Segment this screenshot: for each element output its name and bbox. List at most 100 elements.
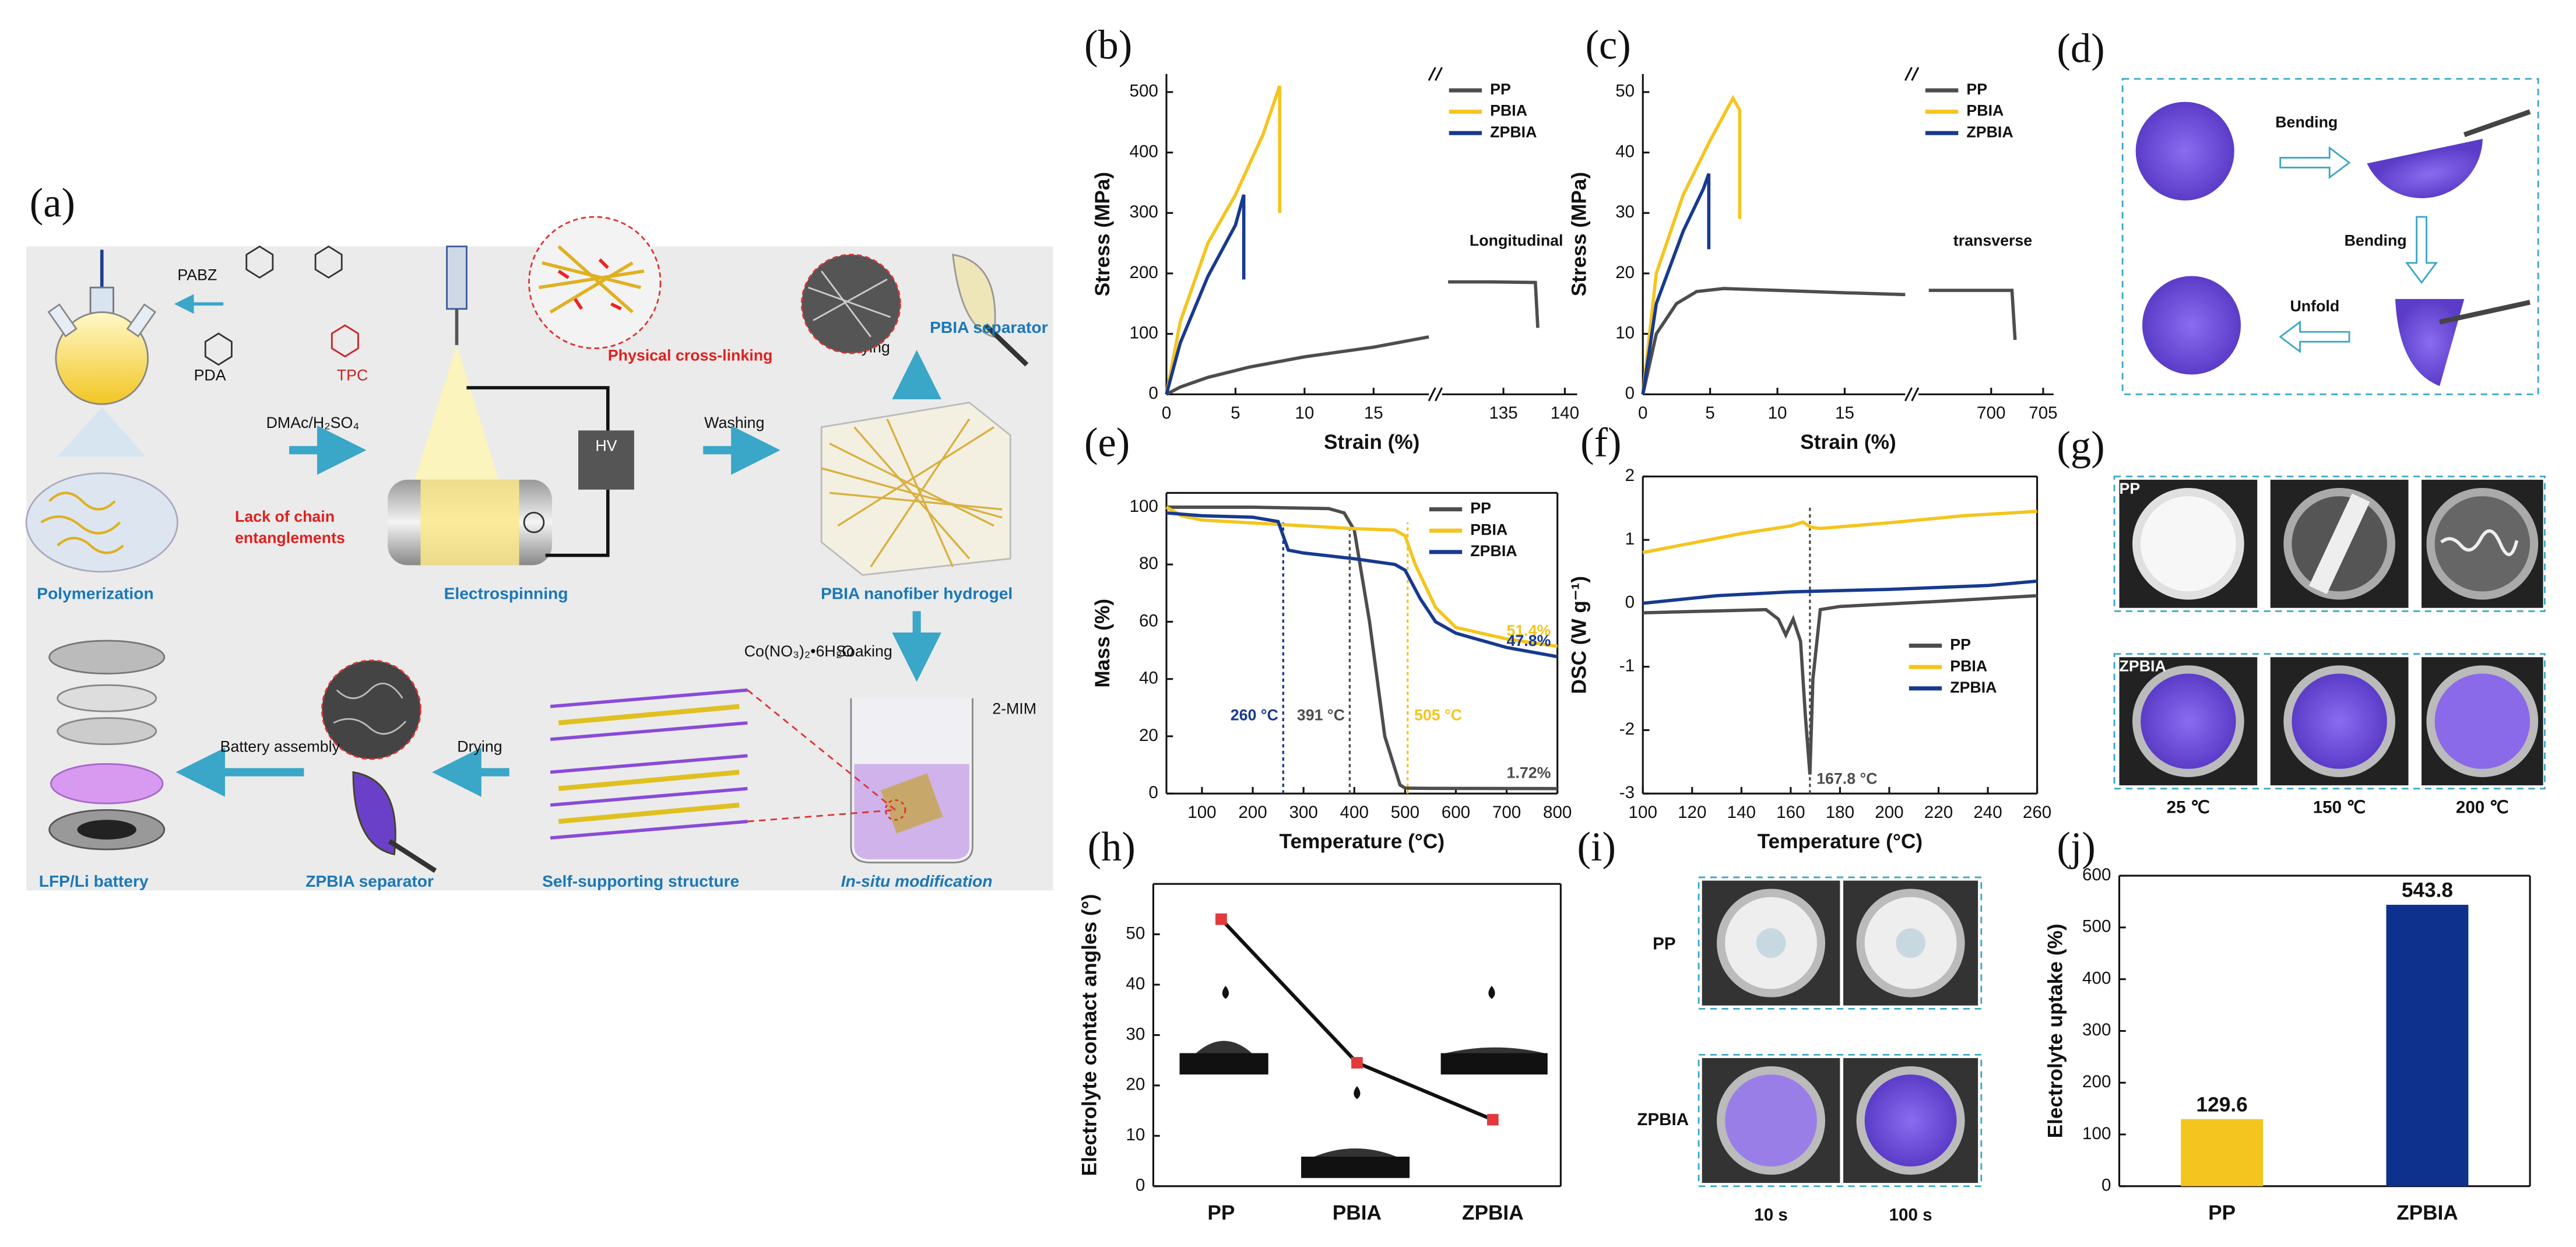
label: Physical cross-linking xyxy=(608,347,773,364)
schematic-shape xyxy=(446,245,468,310)
schematic-shape xyxy=(538,245,645,314)
label: entanglements xyxy=(235,529,345,546)
schematic-shape xyxy=(352,771,396,856)
label: Electrospinning xyxy=(444,584,568,603)
label: ZPBIA xyxy=(1637,1110,1689,1129)
schematic-shape xyxy=(410,345,503,493)
y-tick-label: 200 xyxy=(1130,263,1158,282)
y-tick-label: 60 xyxy=(1139,611,1158,630)
series-line xyxy=(1641,287,2017,395)
marker xyxy=(1486,1113,1499,1126)
label: PBIA nanofiber hydrogel xyxy=(821,584,1013,603)
schematic-shape xyxy=(314,245,343,279)
end-label: 1.72% xyxy=(1507,764,1551,781)
label: 25 ℃ xyxy=(2167,798,2210,817)
reference-label: 260 °C xyxy=(1231,707,1278,724)
schematic-shape-shape xyxy=(550,820,748,840)
panel-label: (b) xyxy=(1084,23,1132,68)
schematic-shape xyxy=(77,820,136,840)
x-tick-label: 5 xyxy=(1705,403,1714,423)
schematic: (a) PABZ PDA TPC DMAc/H₂SO₄ Lack of chai… xyxy=(25,180,1053,891)
series-line xyxy=(1165,280,1540,396)
marker xyxy=(1215,913,1227,925)
x-tick-label: 0 xyxy=(1162,403,1171,423)
panel-label: (c) xyxy=(1586,23,1631,68)
schematic-shape xyxy=(57,717,157,746)
droplet-images-shape xyxy=(1446,1047,1545,1053)
x-tick-label: 10 xyxy=(1295,403,1314,423)
panel-label: (a) xyxy=(30,180,75,226)
x-tick-label: 160 xyxy=(1776,803,1805,822)
schematic-shape xyxy=(800,254,901,354)
x-tick-label: 120 xyxy=(1678,803,1706,822)
series-line xyxy=(1642,510,2037,554)
schematic-shape-shape xyxy=(550,688,748,708)
label: Soaking xyxy=(836,642,892,660)
x-tick-label: PBIA xyxy=(1333,1202,1382,1224)
y-tick-label: 40 xyxy=(1126,974,1145,993)
schematic-shape xyxy=(57,407,146,457)
y-tick-label: 20 xyxy=(1126,1075,1145,1094)
x-tick-label: ZPBIA xyxy=(1462,1202,1524,1224)
schematic-shape xyxy=(25,472,178,573)
axis-break xyxy=(1911,387,1920,402)
bending-photos-shape xyxy=(2439,300,2531,325)
label: (g) xyxy=(2057,423,2104,469)
schematic-shape xyxy=(820,401,1011,576)
reference-label: 167.8 °C xyxy=(1816,770,1877,787)
label: Bending xyxy=(2345,231,2407,249)
thermal-photos-shape xyxy=(2292,673,2387,769)
y-axis-label: DSC (W g⁻¹) xyxy=(1568,576,1590,694)
label: In-situ modification xyxy=(841,872,993,890)
label: 150 ℃ xyxy=(2313,798,2366,817)
schematic-shape-shape xyxy=(550,786,748,807)
label: PBIA separator xyxy=(930,318,1048,336)
x-axis-label: Temperature (°C) xyxy=(1758,830,1923,853)
label: PP xyxy=(2120,480,2141,497)
schematic-shape-shape xyxy=(558,704,740,726)
y-axis-label: Electrolyte uptake (%) xyxy=(2044,923,2067,1138)
y-tick-label: 10 xyxy=(1615,323,1635,342)
x-tick-label: 260 xyxy=(2023,803,2051,822)
legend-label: PP xyxy=(1950,636,1971,654)
label: Bending xyxy=(2275,113,2338,131)
thermal-photos-shape xyxy=(2113,653,2546,790)
value-label: 129.6 xyxy=(2197,1093,2248,1116)
x-tick-label: 15 xyxy=(1835,403,1854,423)
y-tick-label: 500 xyxy=(2082,917,2111,936)
x-tick-label: ZPBIA xyxy=(2396,1202,2458,1224)
y-tick-label: 0 xyxy=(1625,593,1635,612)
x-tick-label: 140 xyxy=(1727,803,1756,822)
label: 10 s xyxy=(1754,1205,1788,1224)
y-tick-label: 30 xyxy=(1126,1024,1145,1044)
schematic-shape xyxy=(48,640,166,675)
y-tick-label: 0 xyxy=(1148,384,1158,403)
wetting-photos-shape xyxy=(1896,928,1925,958)
y-tick-label: 80 xyxy=(1139,554,1158,573)
label: DMAc/H₂SO₄ xyxy=(266,414,360,431)
panel-label: (f) xyxy=(1580,420,1621,466)
schematic-shape xyxy=(420,479,519,565)
y-tick-label: 40 xyxy=(1139,669,1158,688)
annotation: Longitudinal xyxy=(1470,231,1563,249)
thermal-photos-shape xyxy=(2434,673,2531,769)
legend-label: ZPBIA xyxy=(1490,123,1537,140)
y-axis-label: Mass (%) xyxy=(1091,599,1114,688)
label: HV xyxy=(595,437,617,455)
label: Polymerization xyxy=(37,584,153,603)
x-tick-label: 220 xyxy=(1924,803,1953,822)
x-tick-label: 600 xyxy=(1442,803,1470,822)
label: Lack of chain xyxy=(235,508,335,525)
reference-label: 505 °C xyxy=(1414,707,1462,724)
y-tick-label: 600 xyxy=(2082,865,2111,884)
y-tick-label: 20 xyxy=(1139,726,1158,745)
bending-photos-shape xyxy=(2135,101,2234,201)
wetting-photos: (i) PP ZPBIA 10 s 100 s xyxy=(1577,824,1983,1224)
x-tick-label: 300 xyxy=(1289,803,1317,822)
x-tick-label: 200 xyxy=(1238,803,1267,822)
legend-label: PP xyxy=(1966,80,1987,98)
legend-label: PP xyxy=(1470,500,1491,517)
x-tick-label: 140 xyxy=(1551,403,1579,423)
x-tick-label: 135 xyxy=(1489,403,1517,423)
schematic-shape xyxy=(466,386,610,557)
